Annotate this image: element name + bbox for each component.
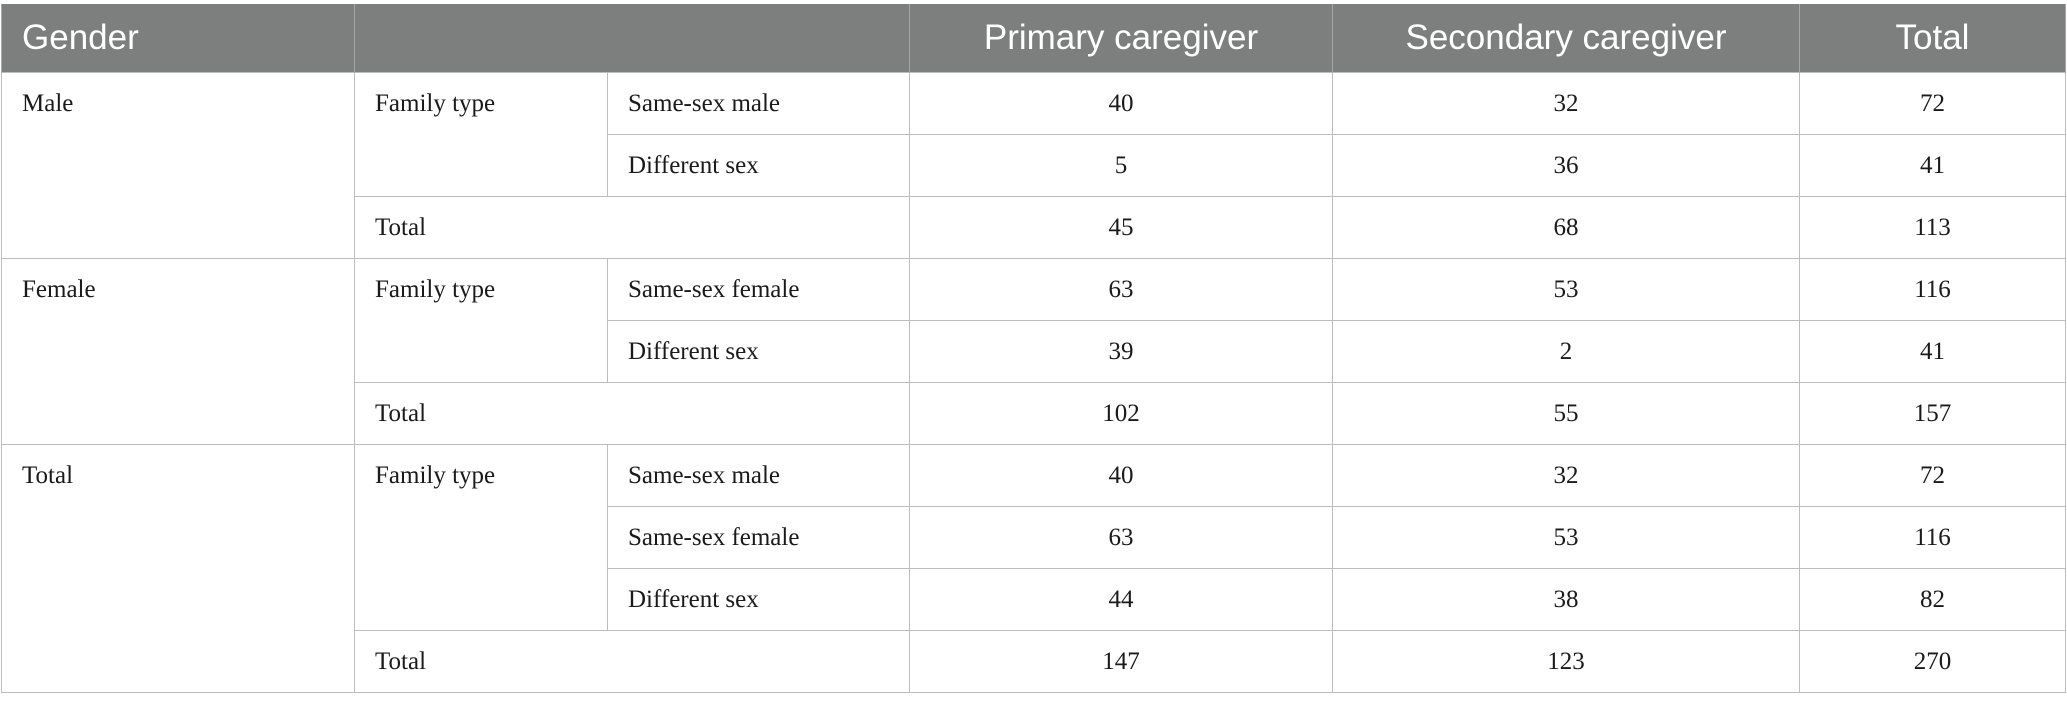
secondary-value: 53 xyxy=(1332,257,1800,321)
primary-value: 63 xyxy=(909,257,1333,321)
family-type-value: Same-sex female xyxy=(607,505,910,569)
caregiver-gender-table: Gender Primary caregiver Secondary careg… xyxy=(1,4,2066,693)
family-type-value: Same-sex female xyxy=(607,257,910,321)
secondary-value: 55 xyxy=(1332,381,1800,445)
table-row: Total Family type Same-sex male 40 32 72 xyxy=(1,443,2066,693)
table-row: Same-sex female 63 53 116 xyxy=(2,505,2066,569)
primary-value: 147 xyxy=(909,629,1333,693)
total-value: 270 xyxy=(1799,629,2066,693)
header-gender: Gender xyxy=(1,4,355,72)
total-value: 82 xyxy=(1799,567,2066,631)
secondary-value: 123 xyxy=(1332,629,1800,693)
family-type-value: Different sex xyxy=(607,319,910,383)
table-body: Male Family type Same-sex male 40 32 72 … xyxy=(1,71,2066,693)
subtotal-label: Total xyxy=(354,195,910,259)
primary-value: 45 xyxy=(909,195,1333,259)
total-value: 116 xyxy=(1799,257,2066,321)
family-type-value: Same-sex male xyxy=(607,443,910,507)
header-row: Gender Primary caregiver Secondary careg… xyxy=(1,4,2066,72)
primary-value: 40 xyxy=(909,71,1333,135)
table-row-subtotal: Total 147 123 270 xyxy=(2,629,2066,693)
primary-value: 44 xyxy=(909,567,1333,631)
gender-total: Total xyxy=(1,443,355,693)
secondary-value: 36 xyxy=(1332,133,1800,197)
header-primary-caregiver: Primary caregiver xyxy=(909,4,1333,72)
primary-value: 5 xyxy=(909,133,1333,197)
primary-value: 102 xyxy=(909,381,1333,445)
header-secondary-caregiver: Secondary caregiver xyxy=(1332,4,1800,72)
family-type-value: Same-sex male xyxy=(607,71,910,135)
secondary-value: 32 xyxy=(1332,443,1800,507)
table-row-subtotal: Total 45 68 113 xyxy=(2,195,2066,259)
secondary-value: 2 xyxy=(1332,319,1800,383)
total-value: 72 xyxy=(1799,443,2066,507)
total-value: 116 xyxy=(1799,505,2066,569)
gender-female: Female xyxy=(1,257,355,445)
subtotal-label: Total xyxy=(354,381,910,445)
primary-value: 39 xyxy=(909,319,1333,383)
table-row-subtotal: Total 102 55 157 xyxy=(2,381,2066,445)
total-value: 72 xyxy=(1799,71,2066,135)
table-row: Female Family type Same-sex female 63 53… xyxy=(1,257,2066,445)
family-type-label: Family type xyxy=(354,257,608,383)
primary-value: 40 xyxy=(909,443,1333,507)
secondary-value: 38 xyxy=(1332,567,1800,631)
table-header: Gender Primary caregiver Secondary careg… xyxy=(1,4,2066,72)
header-blank xyxy=(354,4,910,72)
total-value: 157 xyxy=(1799,381,2066,445)
table-row: Male Family type Same-sex male 40 32 72 xyxy=(1,71,2066,259)
total-value: 41 xyxy=(1799,319,2066,383)
secondary-value: 32 xyxy=(1332,71,1800,135)
secondary-value: 53 xyxy=(1332,505,1800,569)
total-value: 113 xyxy=(1799,195,2066,259)
family-type-label: Family type xyxy=(354,443,608,631)
family-type-value: Different sex xyxy=(607,567,910,631)
gender-male: Male xyxy=(1,71,355,259)
total-value: 41 xyxy=(1799,133,2066,197)
table-row: Different sex 39 2 41 xyxy=(2,319,2066,383)
table-row: Different sex 5 36 41 xyxy=(2,133,2066,197)
family-type-value: Different sex xyxy=(607,133,910,197)
family-type-label: Family type xyxy=(354,71,608,197)
subtotal-label: Total xyxy=(354,629,910,693)
primary-value: 63 xyxy=(909,505,1333,569)
header-total: Total xyxy=(1799,4,2066,72)
secondary-value: 68 xyxy=(1332,195,1800,259)
table-row: Different sex 44 38 82 xyxy=(2,567,2066,631)
